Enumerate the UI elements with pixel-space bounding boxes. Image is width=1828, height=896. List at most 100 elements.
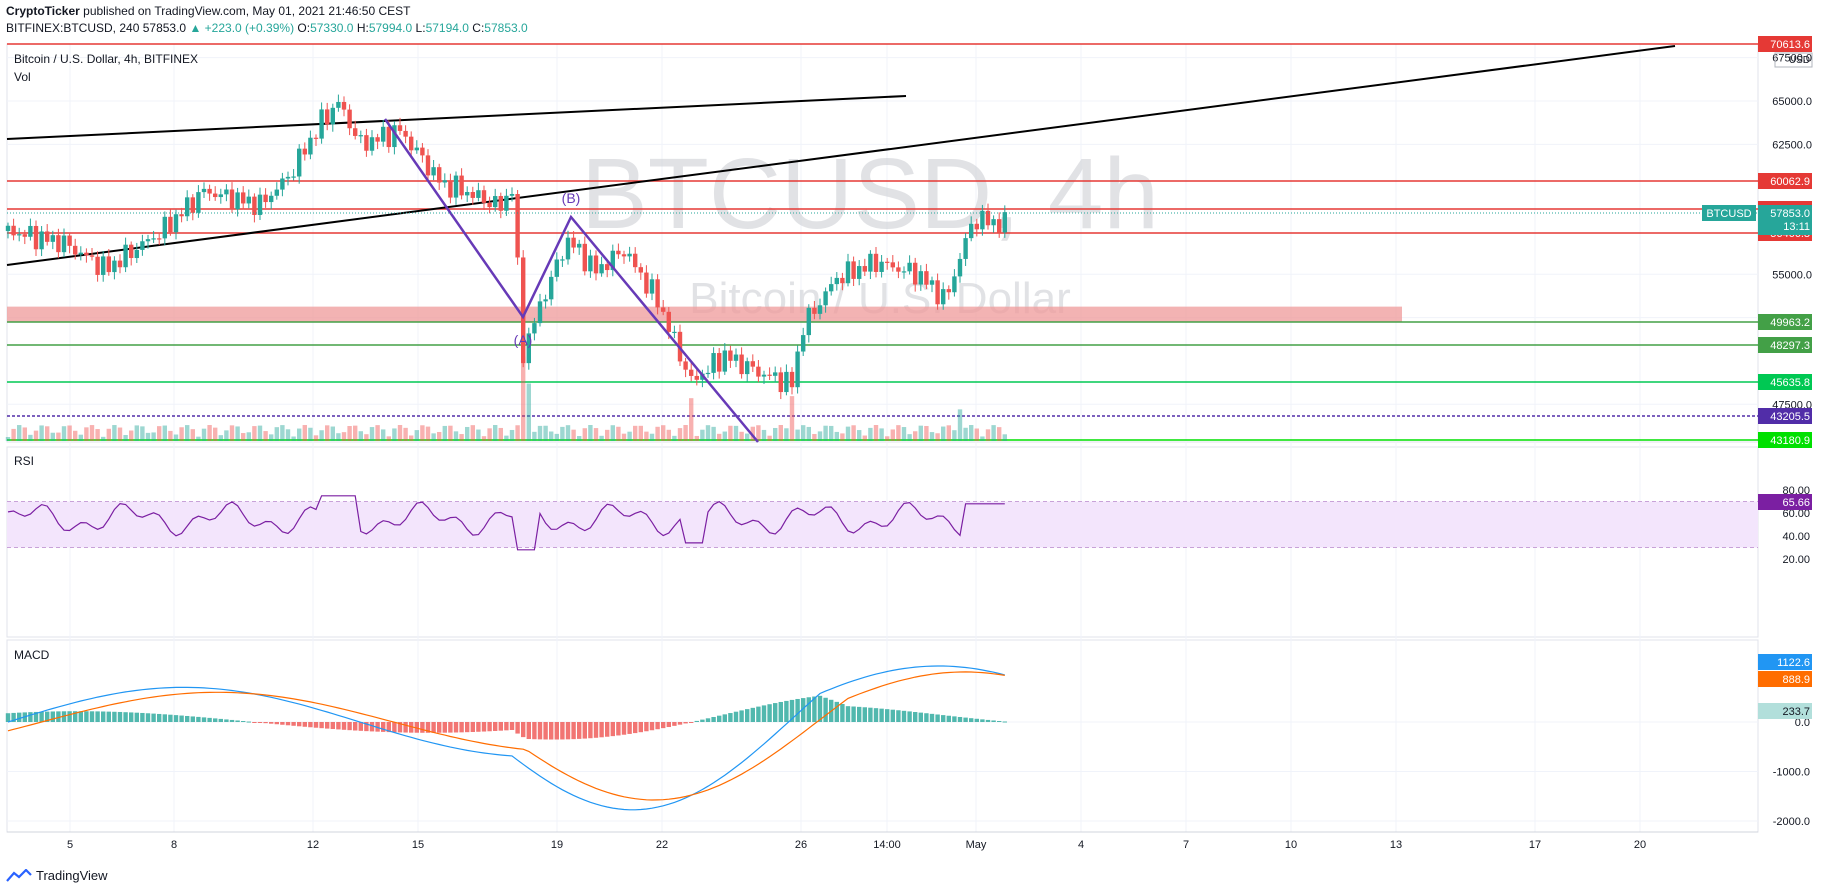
volume-bar — [924, 425, 929, 441]
macd-histogram-bar — [50, 711, 55, 722]
volume-bar — [22, 427, 27, 441]
volume-bar — [369, 427, 375, 441]
macd-histogram-bar — [5, 713, 11, 722]
macd-histogram-bar — [1002, 721, 1007, 723]
rsi-label: RSI — [14, 454, 34, 468]
volume-bar — [509, 429, 515, 441]
volume-bar — [532, 431, 537, 441]
macd-histogram-bar — [633, 722, 638, 734]
volume-bar — [353, 425, 358, 441]
volume-bar — [901, 427, 907, 441]
tradingview-footer[interactable]: TradingView — [6, 868, 108, 883]
macd-histogram-bar — [571, 722, 576, 740]
macd-histogram-bar — [280, 722, 285, 725]
candle-body — [274, 189, 279, 196]
elliott-wave — [383, 118, 759, 443]
open-value: 57330.0 — [310, 21, 354, 35]
level-price-tag — [1758, 36, 1812, 52]
candle-body — [252, 196, 257, 215]
volume-bar — [33, 430, 39, 441]
macd-histogram-bar — [381, 722, 386, 732]
x-tick-label: 19 — [551, 839, 563, 851]
macd-histogram-bar — [392, 722, 397, 733]
macd-histogram-bar — [470, 722, 475, 732]
volume-bar — [515, 425, 520, 441]
volume-bar — [526, 383, 531, 441]
candle-body — [722, 350, 727, 372]
candle-body — [308, 137, 313, 155]
volume-bar — [213, 427, 218, 441]
volume-bar — [1002, 434, 1007, 441]
volume-bar — [274, 427, 279, 441]
volume-bar — [375, 425, 380, 441]
macd-histogram-bar — [582, 722, 587, 739]
macd-histogram-bar — [918, 712, 923, 722]
candle-body — [761, 374, 767, 377]
macd-histogram-bar — [985, 719, 991, 722]
volume-bar — [106, 428, 111, 441]
candle-body — [358, 135, 363, 137]
candle-body — [924, 271, 929, 285]
macd-histogram-bar — [246, 721, 251, 723]
candle-body — [73, 245, 78, 255]
volume-bar — [560, 426, 565, 441]
candle-body — [840, 277, 845, 284]
candle-body — [655, 279, 660, 308]
volume-bar — [963, 427, 968, 441]
macd-histogram-bar — [465, 722, 470, 733]
macd-histogram-bar — [162, 714, 167, 722]
macd-histogram-bar — [106, 711, 111, 722]
macd-histogram-bar — [963, 717, 968, 722]
candle-body — [694, 375, 699, 380]
candle-body — [969, 223, 974, 239]
candle-body — [101, 256, 106, 275]
macd-histogram-bar — [241, 721, 246, 723]
volume-bar — [773, 427, 778, 441]
volume-bar — [425, 426, 431, 441]
volume-bar — [308, 427, 313, 441]
volume-bar — [672, 435, 677, 441]
volume-bar — [386, 436, 391, 441]
macd-histogram-bar — [879, 708, 884, 722]
volume-bar — [593, 428, 599, 441]
macd-histogram-bar — [28, 712, 33, 722]
candle-body — [773, 372, 778, 376]
macd-histogram-bar — [319, 722, 324, 729]
macd-histogram-bar — [229, 719, 235, 722]
candle-body — [409, 136, 414, 151]
candle-body — [935, 280, 940, 305]
candle-body — [582, 243, 587, 272]
price-tick-label: 65000.0 — [1772, 96, 1812, 108]
volume-bar — [112, 425, 117, 441]
volume-bar — [952, 430, 957, 441]
macd-histogram-bar — [364, 722, 369, 732]
macd-value-label: 233.7 — [1782, 706, 1810, 718]
macd-histogram-bar — [952, 716, 957, 722]
volume-bar — [67, 425, 72, 441]
macd-histogram-bar — [969, 718, 974, 722]
candle-body — [705, 372, 711, 375]
volume-bar — [465, 426, 470, 441]
candle-body — [666, 311, 671, 332]
macd-histogram-bar — [73, 711, 78, 722]
x-tick-label: 7 — [1183, 839, 1189, 851]
volume-bar — [190, 429, 195, 441]
macd-histogram-bar — [554, 722, 559, 740]
macd-histogram-bar — [453, 722, 459, 733]
candle-body — [487, 202, 492, 208]
last-price: 57853.0 — [142, 21, 187, 35]
macd-histogram-bar — [218, 718, 223, 722]
macd-histogram-bar — [627, 722, 632, 734]
macd-histogram-bar — [801, 698, 806, 722]
volume-bar — [403, 427, 408, 441]
volume-bar — [39, 425, 44, 441]
volume-bar — [890, 429, 895, 441]
symbol-tag — [1702, 205, 1756, 221]
candle-body — [386, 126, 391, 148]
macd-value-tag — [1758, 654, 1812, 670]
volume-bar — [605, 429, 610, 441]
macd-histogram-bar — [913, 712, 918, 722]
publisher-name[interactable]: CryptoTicker — [6, 4, 80, 18]
x-tick-label: 20 — [1634, 839, 1646, 851]
